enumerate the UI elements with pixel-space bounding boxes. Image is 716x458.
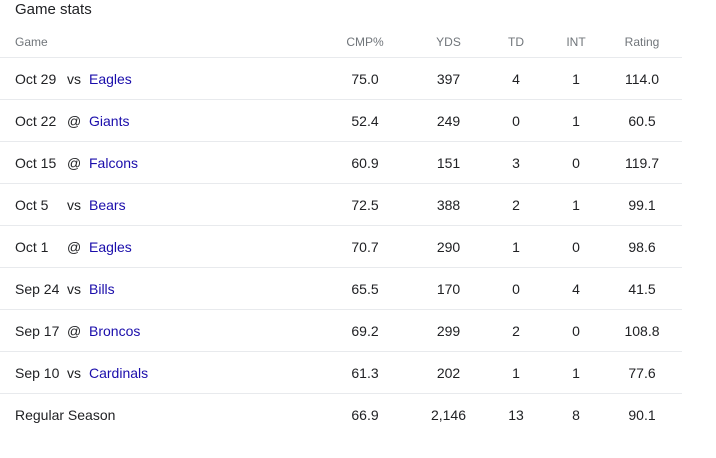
game-date: Sep 17: [15, 322, 60, 339]
game-location: @: [67, 112, 82, 129]
opponent-link[interactable]: Giants: [89, 112, 130, 129]
rating-cell: 108.8: [602, 309, 682, 352]
rating-cell: 99.1: [602, 183, 682, 226]
rating-cell: 77.6: [602, 351, 682, 394]
int-cell: 1: [550, 351, 602, 394]
column-header-cmp: CMP%: [315, 26, 415, 58]
game-cell: Sep 10 vs Cardinals: [0, 351, 315, 394]
cmp-cell: 61.3: [315, 351, 415, 394]
yds-cell: 170: [415, 267, 482, 310]
td-cell: 0: [482, 99, 550, 142]
table-header-row: Game CMP% YDS TD INT Rating: [0, 26, 682, 58]
game-date: Oct 1: [15, 238, 49, 255]
column-header-int: INT: [550, 26, 602, 58]
int-cell: 0: [550, 309, 602, 352]
game-stats-table: Game CMP% YDS TD INT Rating Oct 29 vs Eagl…: [0, 26, 682, 435]
rating-cell: 41.5: [602, 267, 682, 310]
rating-cell: 119.7: [602, 141, 682, 184]
td-cell: 3: [482, 141, 550, 184]
yds-cell: 290: [415, 225, 482, 268]
total-cmp: 66.9: [351, 406, 379, 423]
td-cell: 2: [482, 309, 550, 352]
game-location: @: [67, 154, 82, 171]
game-date: Oct 15: [15, 154, 57, 171]
yds-cell: 151: [415, 141, 482, 184]
int-cell: 1: [550, 99, 602, 142]
opponent-link[interactable]: Bears: [89, 196, 126, 213]
rating-cell: 60.5: [602, 99, 682, 142]
rating-cell: 98.6: [602, 225, 682, 268]
table-row: Sep 10 vs Cardinals 61.3 202 1 1 77.6: [0, 351, 682, 394]
opponent-link[interactable]: Falcons: [89, 154, 139, 171]
column-header-rating: Rating: [602, 26, 682, 58]
td-cell: 0: [482, 267, 550, 310]
column-header-game: Game: [0, 26, 315, 58]
cmp-cell: 52.4: [315, 99, 415, 142]
yds-cell: 397: [415, 57, 482, 100]
td-cell: 1: [482, 225, 550, 268]
opponent-link[interactable]: Bills: [89, 280, 115, 297]
game-date: Oct 5: [15, 196, 49, 213]
opponent-link[interactable]: Eagles: [89, 238, 132, 255]
table-row: Sep 24 vs Bills 65.5 170 0 4 41.5: [0, 267, 682, 310]
game-date: Sep 24: [15, 280, 60, 297]
game-location: vs: [67, 364, 81, 381]
game-cell: Oct 15 @ Falcons: [0, 141, 315, 184]
opponent-link[interactable]: Broncos: [89, 322, 141, 339]
td-cell: 4: [482, 57, 550, 100]
game-location: vs: [67, 280, 81, 297]
game-cell: Sep 17 @ Broncos: [0, 309, 315, 352]
game-cell: Sep 24 vs Bills: [0, 267, 315, 310]
table-row: Oct 15 @ Falcons 60.9 151 3 0 119.7: [0, 141, 682, 184]
game-location: @: [67, 322, 82, 339]
td-cell: 1: [482, 351, 550, 394]
cmp-cell: 72.5: [315, 183, 415, 226]
yds-cell: 299: [415, 309, 482, 352]
total-label: Regular Season: [15, 406, 116, 423]
game-cell: Oct 5 vs Bears: [0, 183, 315, 226]
game-cell: Oct 29 vs Eagles: [0, 57, 315, 100]
int-cell: 1: [550, 57, 602, 100]
cmp-cell: 60.9: [315, 141, 415, 184]
cmp-cell: 69.2: [315, 309, 415, 352]
int-cell: 0: [550, 141, 602, 184]
game-date: Sep 10: [15, 364, 60, 381]
game-cell: Oct 1 @ Eagles: [0, 225, 315, 268]
int-cell: 0: [550, 225, 602, 268]
opponent-link[interactable]: Eagles: [89, 70, 132, 87]
column-header-yds: YDS: [415, 26, 482, 58]
game-location: vs: [67, 70, 81, 87]
total-td: 13: [508, 406, 524, 423]
yds-cell: 202: [415, 351, 482, 394]
total-int: 8: [572, 406, 580, 423]
game-date: Oct 22: [15, 112, 57, 129]
table-row: Oct 5 vs Bears 72.5 388 2 1 99.1: [0, 183, 682, 226]
game-cell: Oct 22 @ Giants: [0, 99, 315, 142]
cmp-cell: 75.0: [315, 57, 415, 100]
rating-cell: 114.0: [602, 57, 682, 100]
int-cell: 4: [550, 267, 602, 310]
total-rating: 90.1: [628, 406, 656, 423]
table-row-regular-season-total: Regular Season 66.9 2,146 13 8 90.1: [0, 394, 682, 436]
game-date: Oct 29: [15, 70, 57, 87]
td-cell: 2: [482, 183, 550, 226]
section-title: Game stats: [15, 1, 92, 18]
game-location: @: [67, 238, 82, 255]
cmp-cell: 65.5: [315, 267, 415, 310]
game-location: vs: [67, 196, 81, 213]
int-cell: 1: [550, 183, 602, 226]
table-row: Oct 22 @ Giants 52.4 249 0 1 60.5: [0, 99, 682, 142]
opponent-link[interactable]: Cardinals: [89, 364, 149, 381]
table-row: Sep 17 @ Broncos 69.2 299 2 0 108.8: [0, 309, 682, 352]
table-row: Oct 29 vs Eagles 75.0 397 4 1 114.0: [0, 57, 682, 100]
column-header-td: TD: [482, 26, 550, 58]
yds-cell: 249: [415, 99, 482, 142]
cmp-cell: 70.7: [315, 225, 415, 268]
table-row: Oct 1 @ Eagles 70.7 290 1 0 98.6: [0, 225, 682, 268]
yds-cell: 388: [415, 183, 482, 226]
total-yds: 2,146: [430, 406, 467, 423]
